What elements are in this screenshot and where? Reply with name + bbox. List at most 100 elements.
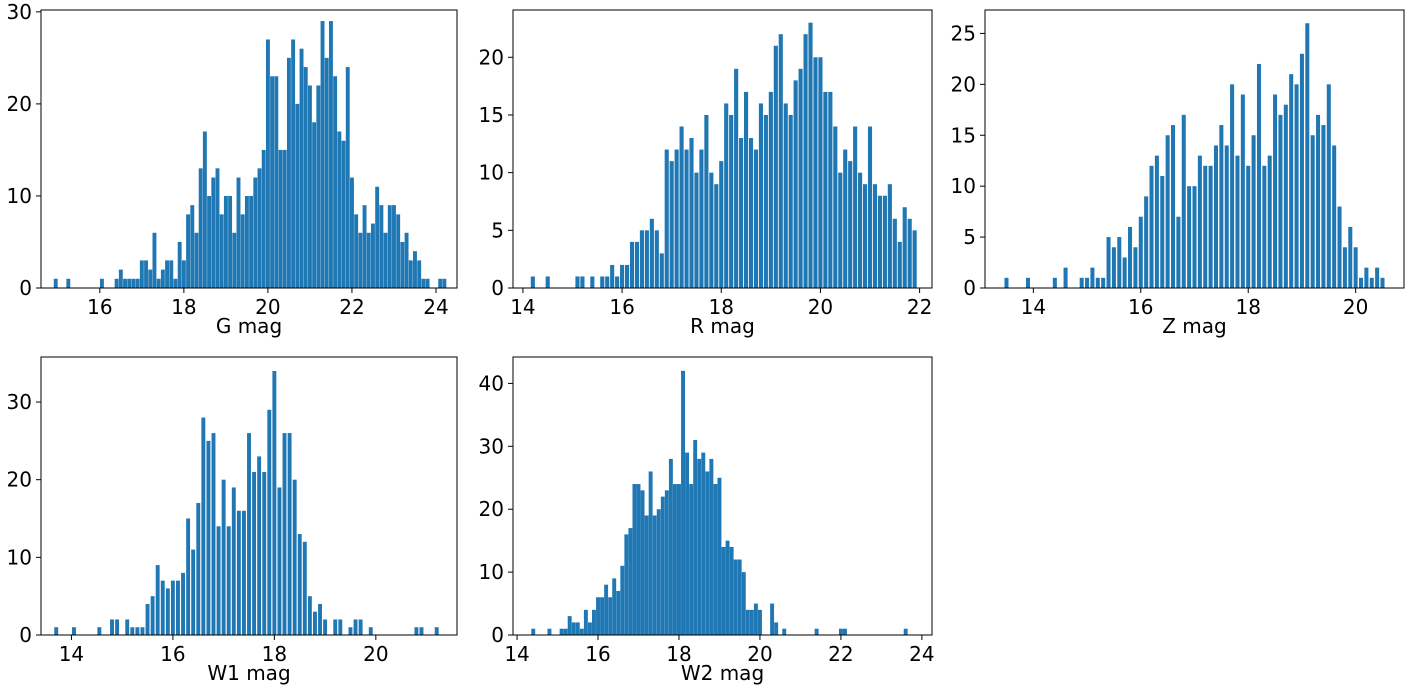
histogram-bar [701,452,706,635]
histogram-bar [333,619,338,635]
y-tick-label: 20 [7,468,32,492]
histogram-bar [417,260,422,288]
histogram-bar [434,627,439,635]
histogram-bar [328,21,333,289]
plot-frame [512,9,933,289]
histogram-bar [705,471,710,635]
histogram-bar [350,177,354,288]
y-tick-label: 5 [963,225,976,249]
histogram-bar [590,276,595,288]
histogram-bar [114,278,119,288]
histogram-bar [547,628,552,635]
x-tick-label: 24 [423,295,448,319]
histogram-bar [265,39,270,289]
x-tick-label: 18 [1235,295,1260,319]
histogram-bar [1111,247,1116,288]
histogram-bar [257,456,262,635]
histogram-bar [194,232,199,288]
histogram-bar [689,138,694,288]
x-tick-label: 14 [59,642,84,666]
histogram-bar [592,609,596,635]
histogram-bar [302,541,307,635]
histogram-bar [392,205,396,288]
histogram-bar [580,276,585,288]
histogram-bar [778,34,783,288]
histogram-bar [1160,175,1165,288]
histogram-bar [292,479,297,635]
histogram-bar [624,534,629,635]
histogram-bar [176,580,180,635]
histogram-bar [54,627,59,635]
histogram-bar [685,452,690,635]
histogram-bar [615,276,620,288]
histogram-bar [877,195,882,288]
histogram-bar [1321,125,1326,288]
x-tick-label: 22 [339,295,364,319]
histogram-bar [620,565,625,635]
histogram-bar [714,184,719,288]
histogram-bar [379,205,384,288]
y-tick-label: 20 [951,72,976,96]
x-axis-label: W1 mag [207,661,290,685]
histogram-bar [1230,84,1235,288]
histogram-bar [632,484,637,635]
histogram-bar [709,172,714,288]
histogram-bar [1171,125,1176,288]
histogram-bar [261,149,266,288]
histogram-bar [177,241,182,288]
plot-frame [512,356,933,636]
histogram-bar [1246,165,1251,288]
histogram-bar [262,471,267,635]
y-tick-label: 15 [951,123,976,147]
histogram-bar [717,477,722,635]
histogram-bar [1224,145,1229,288]
y-tick-label: 40 [479,371,504,395]
x-tick-label: 16 [160,642,185,666]
histogram-bar [1332,145,1337,288]
histogram-bar [299,48,304,288]
histogram-bar [774,622,779,635]
histogram-bar [828,91,833,289]
histogram-bar [648,471,653,635]
histogram-bar [818,57,823,288]
histogram-bar [244,195,249,288]
histogram-bar [748,138,754,288]
histogram-bar [612,578,617,635]
histogram-bar [202,131,207,288]
histogram-bar [207,195,212,288]
histogram-bar [236,510,241,635]
histogram-bar [324,57,329,289]
w1-mag-histogram-panel: 14 16 18 20 0 10 20 30 W1 mag [7,356,458,685]
histogram-bar [150,596,155,635]
histogram-bar [669,161,674,288]
histogram-bar [247,433,251,635]
x-axis-label: W2 mag [681,661,764,685]
histogram-bar [1369,277,1374,288]
histogram-bar [215,168,220,288]
histogram-bar [753,603,758,635]
histogram-bar [1208,165,1213,288]
histogram-bar [1316,114,1321,288]
histogram-bar [337,131,342,288]
histogram-bar [753,149,759,288]
histogram-bar [773,45,778,289]
histogram-bar [223,195,228,288]
histogram-bar [1090,267,1095,288]
histogram-bar [421,278,426,288]
x-tick-label: 18 [709,295,734,319]
histogram-bar [274,76,279,288]
histogram-bar [907,218,912,288]
histogram-bar [66,278,71,288]
x-tick-label: 16 [609,295,634,319]
y-tick-label: 0 [491,623,504,647]
histogram-bar [1289,74,1294,289]
histogram-bar [729,546,734,635]
histogram-bar [610,264,615,288]
histogram-bar [872,184,878,288]
histogram-bar [160,269,165,288]
histogram-bar [656,509,661,635]
histogram-bar [241,510,246,635]
histogram-bar [400,241,405,288]
histogram-bar [278,149,283,288]
histogram-bar [170,580,175,635]
